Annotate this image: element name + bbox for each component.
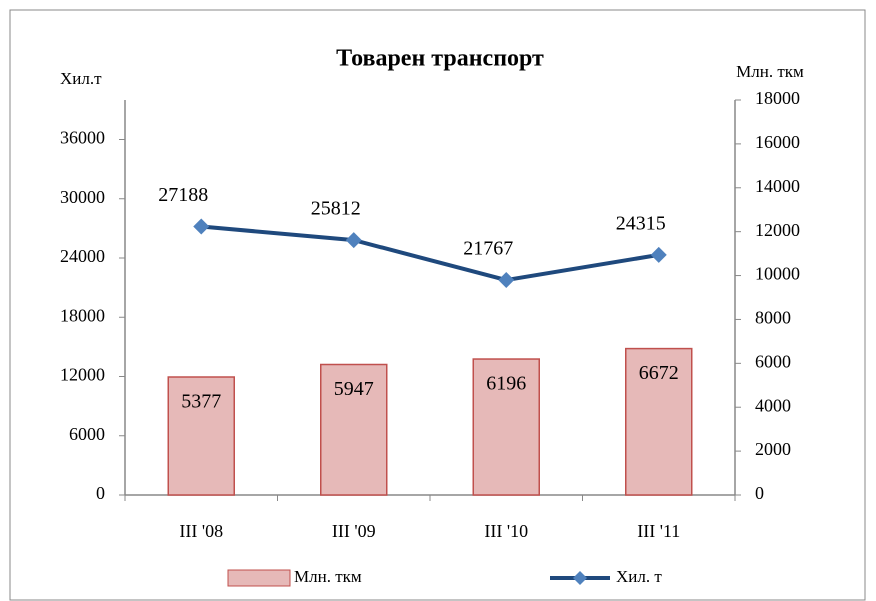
bar-value-label: 5377: [181, 391, 221, 413]
bar: [625, 347, 693, 496]
line-marker: [498, 272, 515, 289]
y2-axis-title: Млн. ткм: [736, 62, 804, 81]
y2-tick-label: 4000: [755, 395, 791, 415]
line-value-label: 27188: [158, 184, 208, 206]
line-marker: [345, 232, 362, 249]
bar: [472, 358, 540, 496]
x-tick-label: III '10: [484, 521, 528, 541]
y-tick-label: 0: [96, 483, 105, 503]
bar-value-label: 5947: [334, 378, 374, 400]
y2-tick-label: 18000: [755, 88, 800, 108]
x-tick-label: III '08: [179, 521, 223, 541]
chart-title: Товарен транспорт: [336, 46, 544, 72]
x-tick-label: III '09: [332, 521, 376, 541]
line-value-label: 24315: [616, 212, 666, 234]
y2-tick-label: 8000: [755, 308, 791, 328]
bar: [167, 376, 235, 496]
y-tick-label: 18000: [60, 305, 105, 325]
legend-swatch: [227, 569, 291, 587]
y-tick-label: 12000: [60, 365, 105, 385]
y2-tick-label: 2000: [755, 439, 791, 459]
line-marker: [650, 246, 667, 263]
y-axis-title: Хил.т: [60, 69, 102, 88]
y2-tick-label: 0: [755, 483, 764, 503]
bar-value-label: 6672: [639, 362, 679, 384]
line-value-label: 25812: [311, 198, 361, 220]
bar-value-label: 6196: [486, 373, 526, 395]
y2-tick-label: 6000: [755, 351, 791, 371]
y2-tick-label: 16000: [755, 132, 800, 152]
line: [201, 224, 660, 283]
line-value-label: 21767: [463, 238, 513, 260]
legend-label: Хил. т: [616, 567, 662, 586]
y-tick-label: 6000: [69, 424, 105, 444]
y2-tick-label: 12000: [755, 220, 800, 240]
line-marker: [193, 218, 210, 235]
y-tick-label: 30000: [60, 187, 105, 207]
x-tick-label: III '11: [637, 521, 680, 541]
bar: [320, 363, 388, 496]
y-tick-label: 24000: [60, 246, 105, 266]
y-tick-label: 36000: [60, 128, 105, 148]
legend-marker: [573, 571, 587, 585]
y2-tick-label: 14000: [755, 176, 800, 196]
legend-label: Млн. ткм: [294, 567, 362, 586]
chart-frame: [9, 9, 866, 601]
y2-tick-label: 10000: [755, 264, 800, 284]
